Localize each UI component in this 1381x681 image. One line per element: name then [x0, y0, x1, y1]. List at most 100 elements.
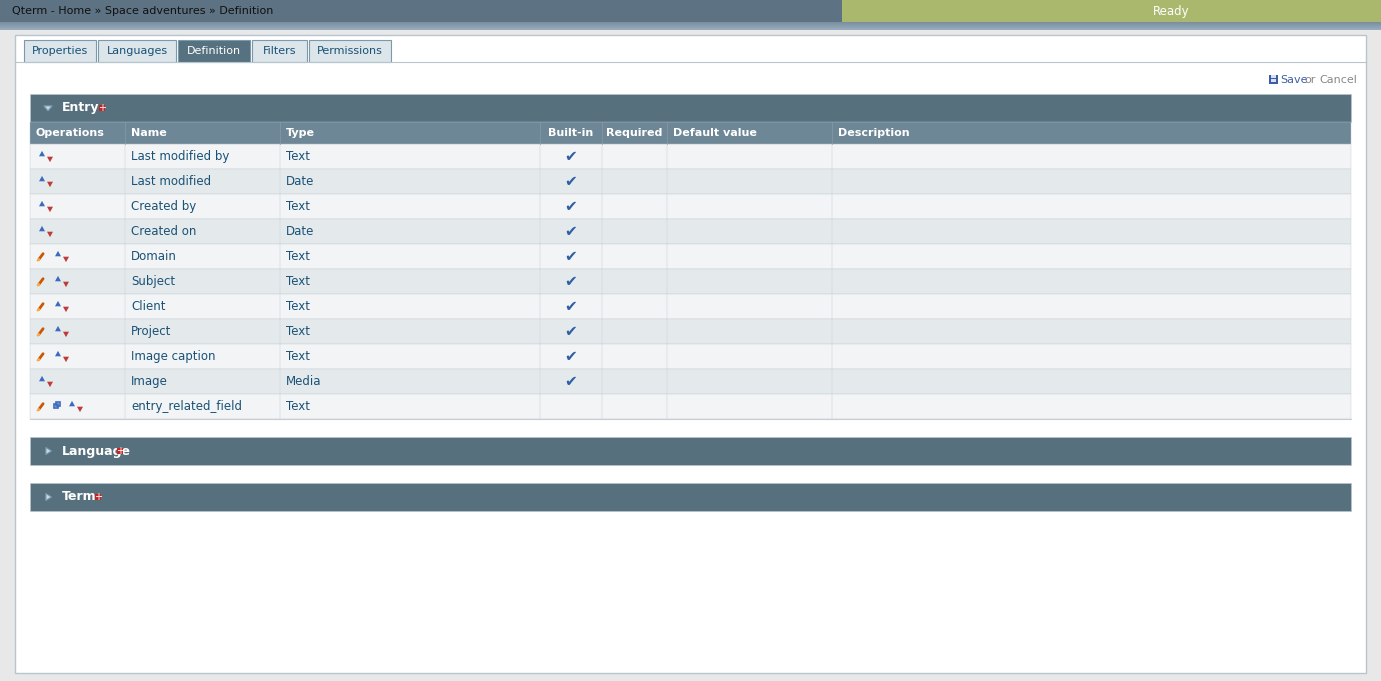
Bar [0, 29, 1381, 30]
Text: Text: Text [286, 325, 309, 338]
Text: Permissions: Permissions [318, 46, 383, 56]
Text: Text: Text [286, 350, 309, 363]
Text: Date: Date [286, 225, 315, 238]
Text: Text: Text [286, 300, 309, 313]
Text: Operations: Operations [36, 128, 105, 138]
Polygon shape [46, 494, 51, 501]
Text: Project: Project [131, 325, 171, 338]
Bar [178, 40, 250, 62]
Bar [1269, 75, 1277, 84]
Text: ✔: ✔ [565, 224, 577, 239]
Polygon shape [55, 301, 61, 306]
Text: Qterm - Home » Space adventures » Definition: Qterm - Home » Space adventures » Defini… [12, 6, 273, 16]
Polygon shape [69, 401, 75, 407]
Text: or: or [1304, 75, 1315, 85]
Bar [1271, 79, 1276, 82]
Bar [117, 448, 123, 454]
Bar [99, 105, 105, 111]
Text: Text: Text [286, 150, 309, 163]
Text: Save: Save [1280, 75, 1308, 85]
Bar [30, 269, 1351, 294]
Polygon shape [64, 257, 69, 262]
Text: ✔: ✔ [565, 299, 577, 314]
Text: Created on: Created on [131, 225, 196, 238]
Bar [30, 344, 1351, 369]
Bar [0, 22, 1381, 23]
Polygon shape [39, 201, 46, 206]
Bar [30, 194, 1351, 219]
Text: Term: Term [62, 490, 97, 503]
Text: Built-in: Built-in [548, 128, 594, 138]
Text: Text: Text [286, 275, 309, 288]
Bar [0, 23, 1381, 24]
Polygon shape [55, 276, 61, 281]
Bar [0, 0, 1381, 22]
Text: Required: Required [606, 128, 663, 138]
Polygon shape [47, 381, 52, 387]
Text: ✔: ✔ [565, 324, 577, 339]
Bar [251, 40, 307, 62]
Bar [30, 94, 1351, 122]
Bar [0, 28, 1381, 29]
Text: Name: Name [131, 128, 167, 138]
Polygon shape [64, 282, 69, 287]
Polygon shape [55, 251, 61, 256]
Polygon shape [64, 357, 69, 362]
Text: Media: Media [286, 375, 322, 388]
Text: ✔: ✔ [565, 149, 577, 164]
Text: Last modified: Last modified [131, 175, 211, 188]
Bar [30, 244, 1351, 269]
Text: Text: Text [286, 200, 309, 213]
Text: entry_related_field: entry_related_field [131, 400, 242, 413]
Text: Client: Client [131, 300, 166, 313]
Bar [0, 24, 1381, 25]
Text: Cancel: Cancel [1319, 75, 1358, 85]
Text: Language: Language [62, 445, 131, 458]
Text: Date: Date [286, 175, 315, 188]
Text: Text: Text [286, 250, 309, 263]
Text: Created by: Created by [131, 200, 196, 213]
Text: ✔: ✔ [565, 374, 577, 389]
Bar [0, 27, 1381, 28]
Bar [30, 483, 1351, 511]
Bar [1271, 75, 1276, 78]
Polygon shape [77, 407, 83, 412]
Text: Text: Text [286, 400, 309, 413]
Text: Description: Description [838, 128, 910, 138]
Polygon shape [39, 376, 46, 381]
Bar [95, 494, 101, 500]
Bar [30, 319, 1351, 344]
Text: Filters: Filters [262, 46, 297, 56]
Bar [98, 40, 175, 62]
Text: Languages: Languages [106, 46, 167, 56]
Text: +: + [94, 492, 102, 502]
Bar [0, 26, 1381, 27]
Text: Properties: Properties [32, 46, 88, 56]
Text: Definition: Definition [186, 46, 242, 56]
Text: Default value: Default value [673, 128, 757, 138]
Polygon shape [47, 207, 52, 212]
Polygon shape [55, 351, 61, 356]
Bar [30, 219, 1351, 244]
Bar [30, 419, 1351, 420]
Polygon shape [39, 226, 46, 232]
Polygon shape [47, 232, 52, 237]
Text: Ready: Ready [1153, 5, 1189, 18]
Polygon shape [64, 332, 69, 337]
Polygon shape [44, 106, 52, 111]
Text: Type: Type [286, 128, 315, 138]
Text: +: + [116, 446, 124, 456]
Text: ✔: ✔ [565, 174, 577, 189]
Bar [23, 40, 97, 62]
Text: ✔: ✔ [565, 274, 577, 289]
Text: +: + [98, 103, 106, 113]
Bar [0, 25, 1381, 26]
Polygon shape [46, 447, 51, 454]
Bar [55, 402, 59, 406]
Bar [30, 394, 1351, 419]
Polygon shape [39, 176, 46, 181]
Polygon shape [47, 157, 52, 162]
Text: Last modified by: Last modified by [131, 150, 229, 163]
Text: ✔: ✔ [565, 199, 577, 214]
Bar [842, 0, 1381, 22]
